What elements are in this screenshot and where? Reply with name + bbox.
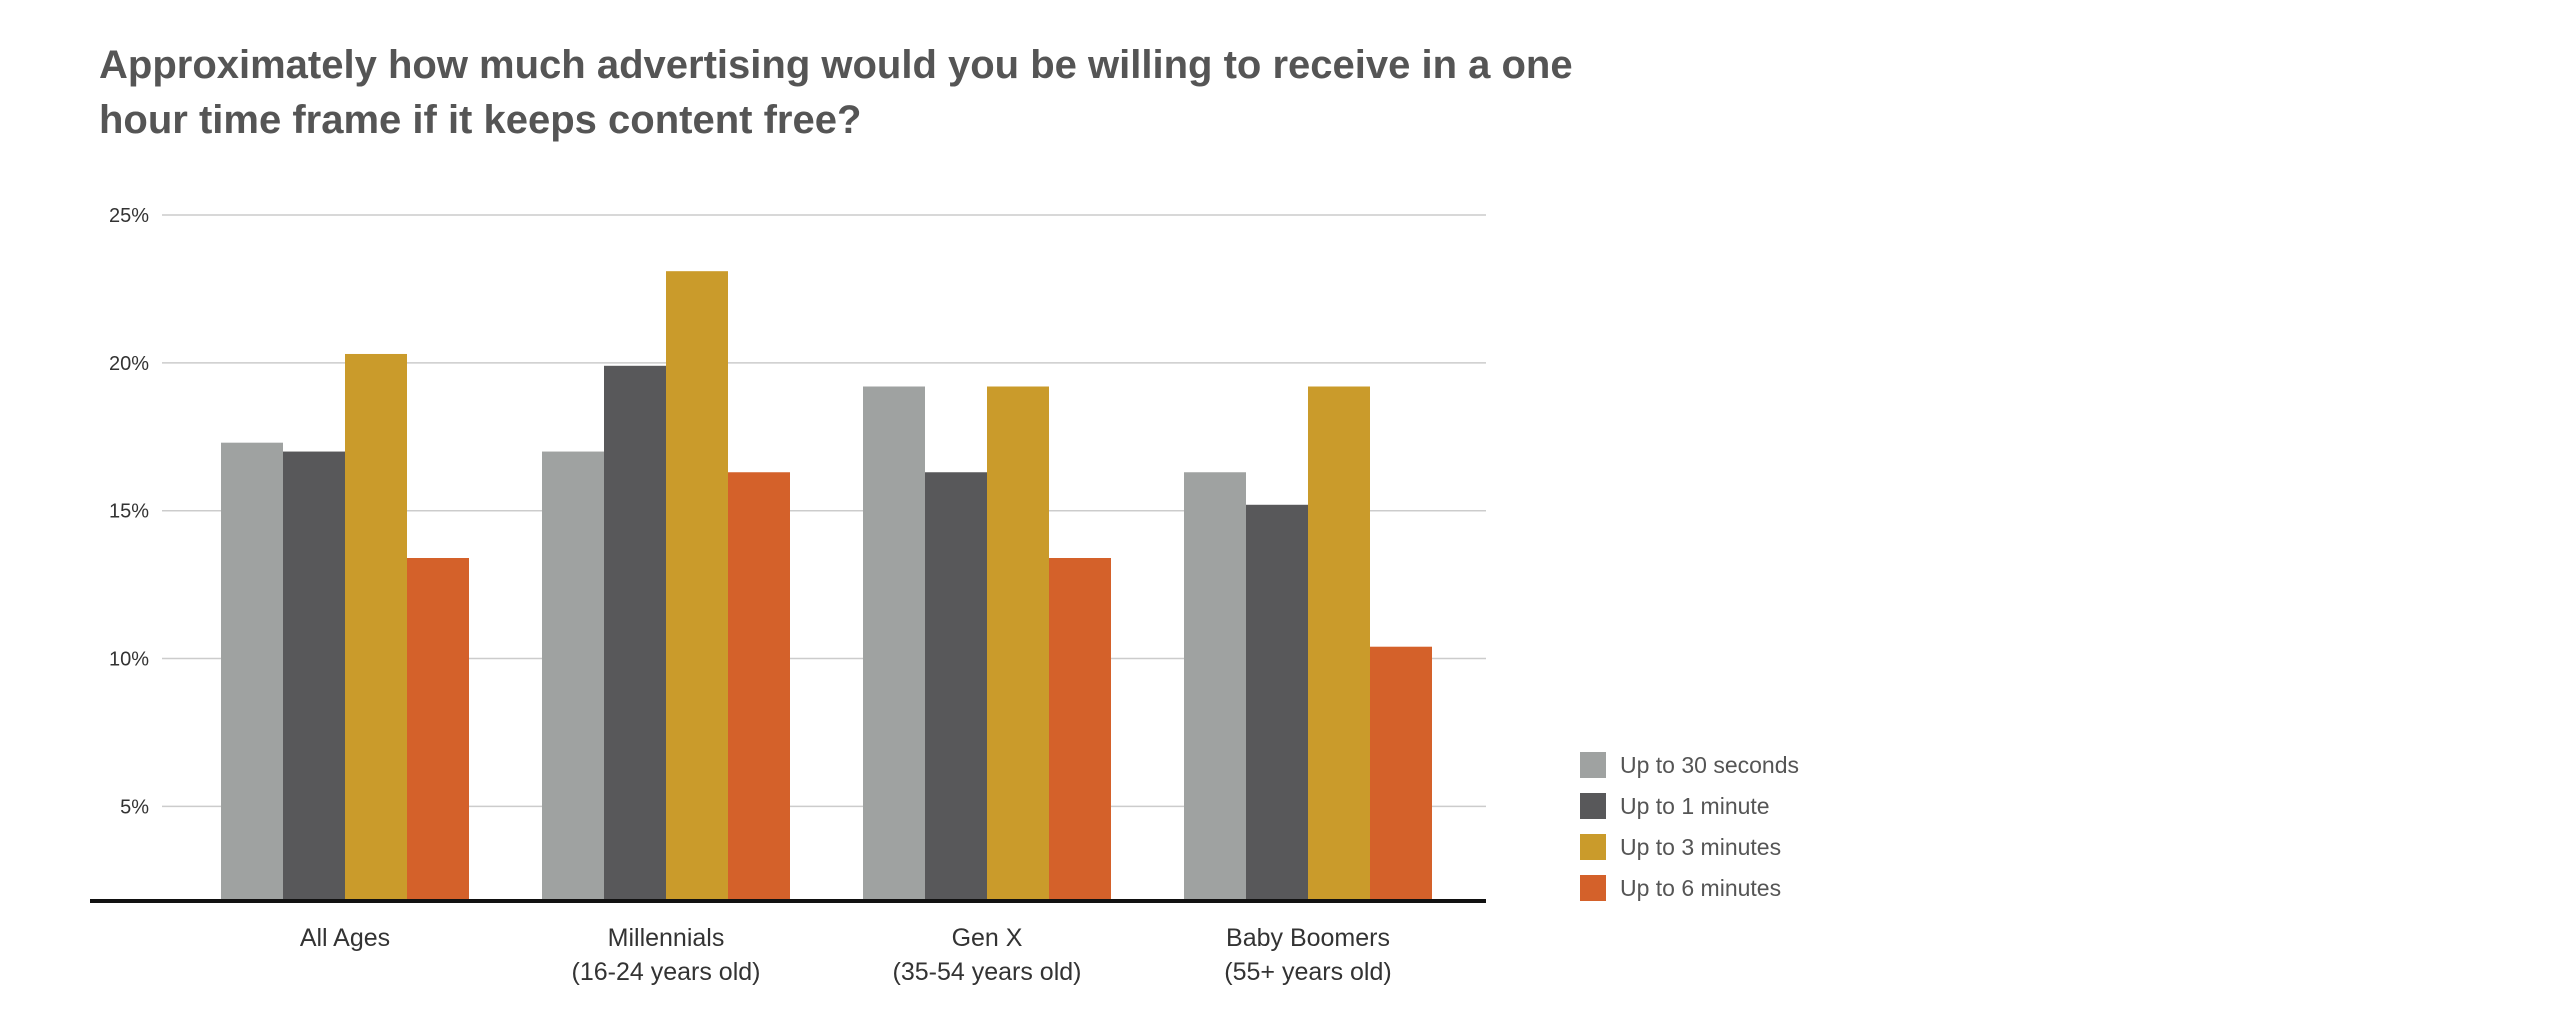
y-tick-label: 15% xyxy=(109,501,149,523)
x-category-label: Gen X xyxy=(952,924,1023,952)
bar xyxy=(1184,472,1246,901)
legend-label: Up to 6 minutes xyxy=(1620,875,1781,901)
chart-title-line: Approximately how much advertising would… xyxy=(99,43,1573,87)
chart-title: Approximately how much advertising would… xyxy=(99,43,1573,142)
bar xyxy=(666,271,728,901)
y-tick-label: 5% xyxy=(120,796,149,818)
bar xyxy=(987,386,1049,901)
bar xyxy=(1049,558,1111,901)
x-axis-categories: All Ages Millennials (16-24 years old) Gen … xyxy=(300,924,1392,986)
legend-label: Up to 3 minutes xyxy=(1620,834,1781,860)
bar xyxy=(1246,504,1308,901)
bar xyxy=(925,472,987,901)
bar xyxy=(283,451,345,901)
y-axis-ticks: 5% 10% 15% 20% 25% xyxy=(109,205,149,818)
y-tick-label: 10% xyxy=(109,649,149,671)
bar xyxy=(604,365,666,901)
bar xyxy=(221,442,283,901)
x-category-label: (35-54 years old) xyxy=(893,958,1082,986)
bar xyxy=(728,472,790,901)
bar xyxy=(542,451,604,901)
chart-title-line: hour time frame if it keeps content free… xyxy=(99,98,861,142)
x-category-label: (16-24 years old) xyxy=(572,958,761,986)
x-category-label: Baby Boomers xyxy=(1226,924,1390,952)
y-tick-label: 25% xyxy=(109,205,149,227)
bar xyxy=(1308,386,1370,901)
bar xyxy=(863,386,925,901)
legend-swatch xyxy=(1580,875,1606,901)
bar xyxy=(407,558,469,901)
y-tick-label: 20% xyxy=(109,353,149,375)
legend-label: Up to 30 seconds xyxy=(1620,752,1799,778)
x-category-label: All Ages xyxy=(300,924,390,952)
legend-swatch xyxy=(1580,834,1606,860)
legend-swatch xyxy=(1580,793,1606,819)
legend-swatch xyxy=(1580,752,1606,778)
legend-label: Up to 1 minute xyxy=(1620,793,1770,819)
legend: Up to 30 seconds Up to 1 minute Up to 3 mi… xyxy=(1580,752,1799,901)
bar xyxy=(345,353,407,902)
bar xyxy=(1370,646,1432,901)
x-category-label: (55+ years old) xyxy=(1224,958,1391,986)
x-category-label: Millennials xyxy=(608,924,725,952)
bars xyxy=(221,271,1432,902)
